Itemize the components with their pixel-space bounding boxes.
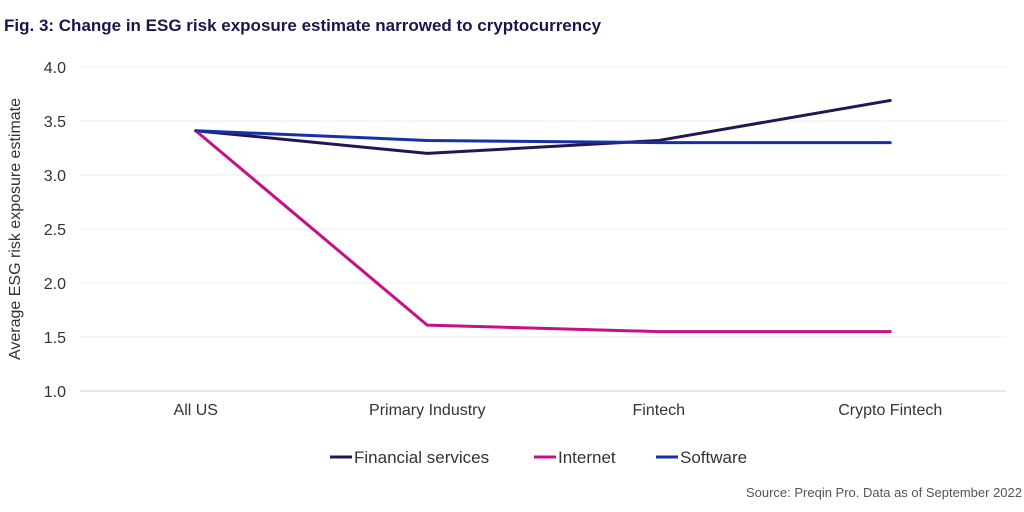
- series-line-financial-services: [194, 98, 892, 155]
- y-tick-label: 3.5: [44, 114, 66, 131]
- series-line-internet: [194, 129, 892, 334]
- chart-title: Fig. 3: Change in ESG risk exposure esti…: [4, 16, 602, 35]
- y-axis-ticks: 1.0 1.5 2.0 2.5 3.0 3.5 4.0: [44, 60, 66, 401]
- legend-label: Financial services: [354, 448, 489, 467]
- legend: Financial services Internet Software: [330, 448, 747, 467]
- y-tick-label: 2.0: [44, 276, 66, 293]
- y-tick-label: 4.0: [44, 60, 66, 77]
- series-lines: [194, 98, 892, 334]
- source-note: Source: Preqin Pro. Data as of September…: [745, 485, 1022, 500]
- x-tick-label: Crypto Fintech: [838, 402, 942, 419]
- y-axis-title: Average ESG risk exposure estimate: [7, 98, 24, 360]
- x-tick-label: Primary Industry: [369, 402, 485, 419]
- y-tick-label: 1.5: [44, 330, 66, 347]
- y-tick-label: 1.0: [44, 384, 66, 401]
- y-tick-label: 2.5: [44, 222, 66, 239]
- gridlines: [80, 66, 1006, 392]
- y-tick-label: 3.0: [44, 168, 66, 185]
- x-tick-label: Fintech: [633, 402, 685, 419]
- legend-label: Software: [680, 448, 747, 467]
- legend-label: Internet: [558, 448, 616, 467]
- x-axis-ticks: All US Primary Industry Fintech Crypto Fint…: [174, 402, 943, 419]
- series-line-software: [194, 129, 892, 145]
- x-tick-label: All US: [174, 402, 218, 419]
